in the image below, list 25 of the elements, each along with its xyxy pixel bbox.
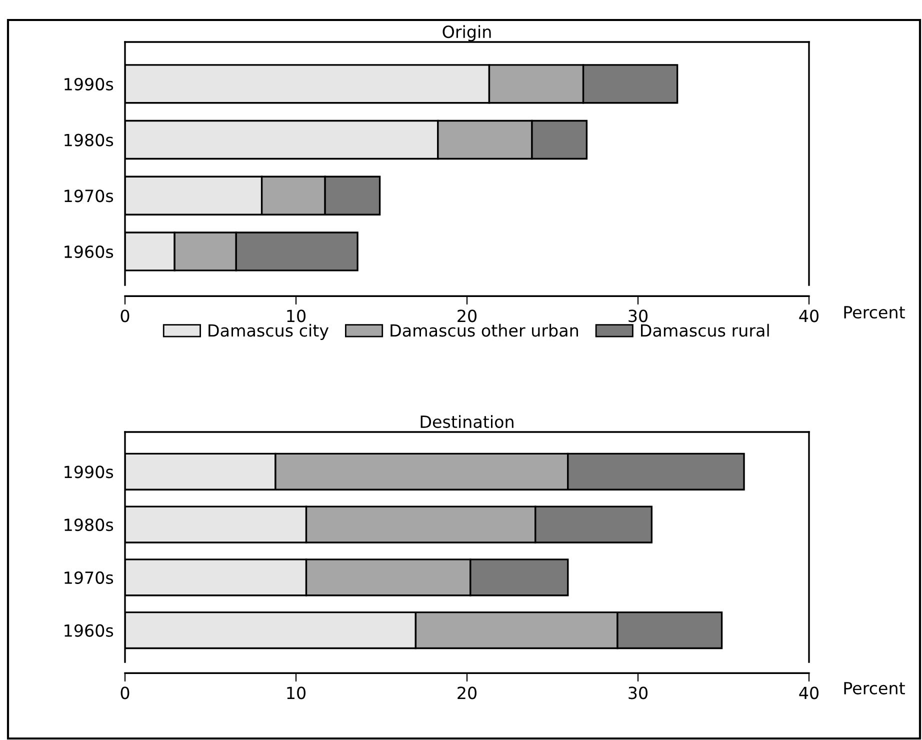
y-tick-label: 1990s (64, 78, 114, 90)
x-tick-label: 40 (799, 686, 818, 700)
y-tick-label: 1980s (64, 134, 114, 146)
x-tick-label: 20 (458, 686, 476, 700)
y-tick-label: 1980s (64, 518, 114, 532)
y-tick-label: 1960s (64, 245, 114, 258)
x-tick-label: 0 (120, 686, 130, 700)
x-tick-label: 30 (628, 686, 648, 700)
x-tick-label: 0 (120, 310, 130, 322)
x-tick-label: 30 (628, 310, 648, 322)
y-tick-label: 1990s (64, 466, 114, 478)
legend-label: Damascus other urban (390, 324, 578, 337)
y-tick-label: 1960s (64, 624, 114, 637)
x-tick-label: 10 (287, 310, 306, 322)
y-tick-label: 1970s (64, 571, 114, 584)
x-axis-title: Percent (844, 682, 905, 694)
x-tick-label: 10 (287, 686, 306, 700)
chart-title: Origin (442, 25, 491, 42)
x-tick-label: 20 (458, 310, 476, 322)
legend-label: Damascus city (208, 324, 329, 340)
y-tick-label: 1970s (64, 190, 114, 202)
x-tick-label: 40 (799, 310, 818, 322)
legend-label: Damascus rural (641, 324, 769, 337)
chart-title: Destination (420, 415, 514, 428)
x-axis-title: Percent (844, 306, 905, 319)
